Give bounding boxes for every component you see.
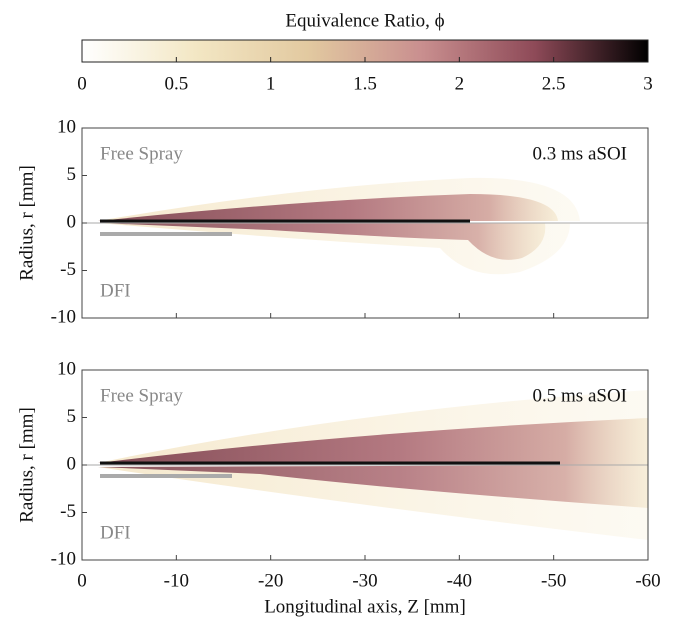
colorbar-tick-label: 0: [77, 73, 87, 94]
colorbar-tick-label: 2.5: [542, 73, 566, 94]
y-tick-label: 5: [67, 406, 77, 427]
spray-image: [98, 390, 648, 540]
region-label: Free Spray: [100, 385, 183, 406]
x-tick-label: -10: [164, 570, 189, 591]
x-tick-label: -60: [635, 570, 660, 591]
x-tick-label: 0: [77, 570, 87, 591]
panel-title: 0.5 ms aSOI: [533, 385, 627, 406]
x-tick-label: -40: [447, 570, 472, 591]
x-tick-label: -30: [352, 570, 377, 591]
colorbar-tick-label: 1.5: [353, 73, 377, 94]
x-axis-label: Longitudinal axis, Z [mm]: [264, 596, 466, 617]
x-tick-label: -20: [258, 570, 283, 591]
y-tick-label: -10: [51, 306, 76, 327]
y-axis-label: Radius, r [mm]: [16, 165, 37, 281]
y-tick-label: 10: [57, 358, 76, 379]
panel-title: 0.3 ms aSOI: [533, 143, 627, 164]
spray-image: [98, 177, 580, 275]
y-tick-label: -5: [60, 501, 76, 522]
y-tick-label: 10: [57, 116, 76, 137]
region-label: DFI: [100, 280, 131, 301]
colorbar-tick-label: 0.5: [164, 73, 188, 94]
colorbar-label: Equivalence Ratio, ϕ: [285, 10, 444, 31]
y-tick-label: 0: [67, 453, 77, 474]
y-axis-label: Radius, r [mm]: [16, 407, 37, 523]
x-tick-label: -50: [541, 570, 566, 591]
region-label: Free Spray: [100, 143, 183, 164]
region-label: DFI: [100, 522, 131, 543]
y-tick-label: -10: [51, 548, 76, 569]
y-tick-label: 5: [67, 164, 77, 185]
colorbar-tick-label: 3: [643, 73, 653, 94]
colorbar-tick-label: 2: [455, 73, 465, 94]
colorbar-tick-label: 1: [266, 73, 276, 94]
y-tick-label: 0: [67, 211, 77, 232]
y-tick-label: -5: [60, 259, 76, 280]
